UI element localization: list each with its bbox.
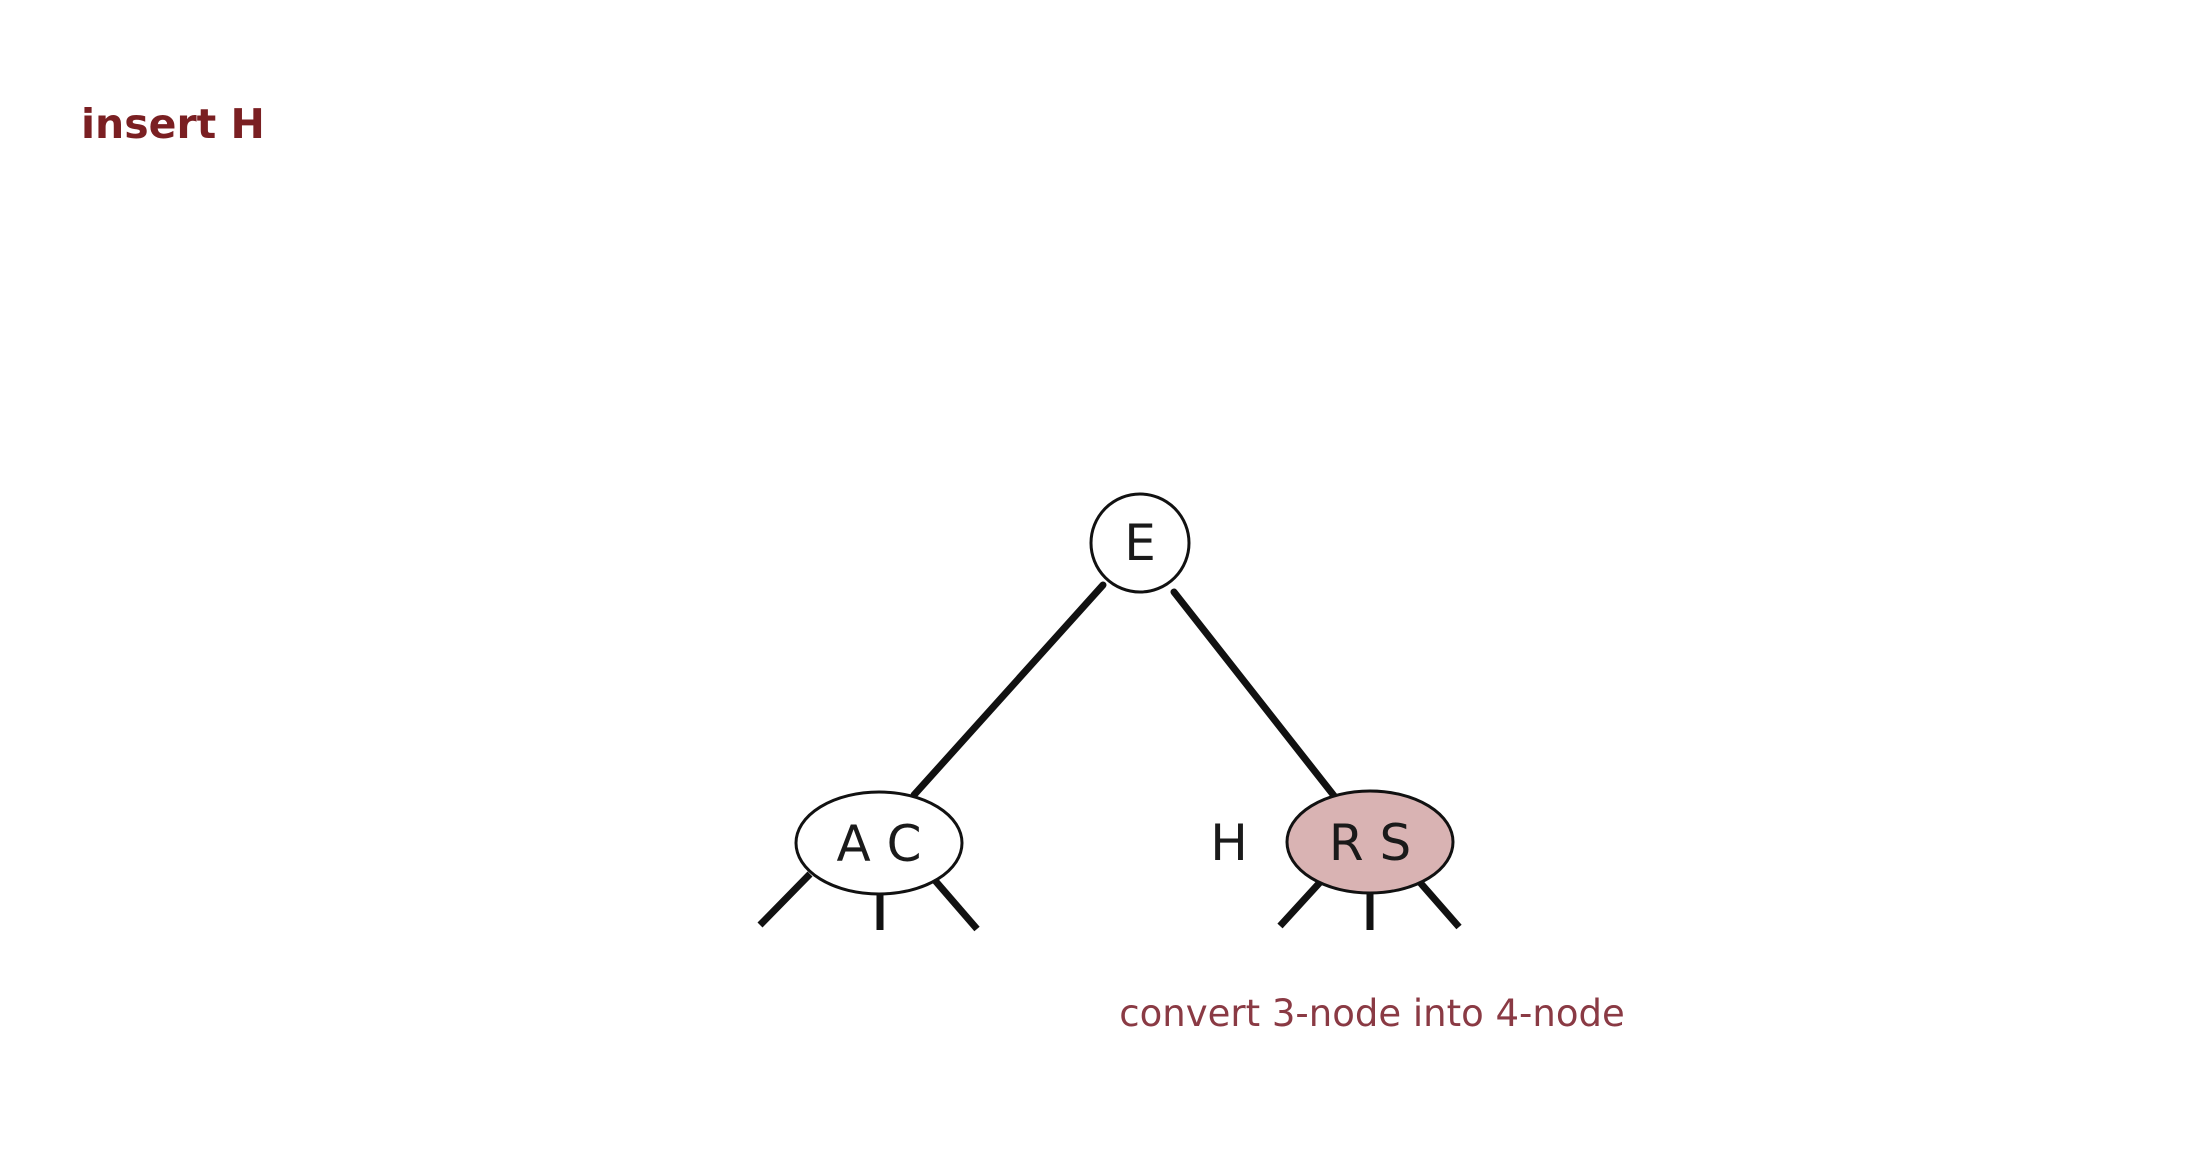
edge-left-child-3 [929, 874, 980, 932]
right-node: R S [1285, 789, 1455, 895]
step-caption: convert 3-node into 4-node [1119, 992, 1624, 1035]
edge-root-left [910, 581, 1107, 799]
edge-left-child-1 [757, 871, 813, 928]
step-title: insert H [81, 100, 265, 148]
edge-root-right [1170, 588, 1339, 801]
right-node-label: R S [1329, 814, 1411, 872]
left-node: A C [794, 790, 964, 896]
left-node-label: A C [836, 815, 921, 873]
inserted-key-label: H [1210, 814, 1248, 872]
edge-right-child-1 [1277, 876, 1326, 929]
root-node-label: E [1124, 514, 1156, 572]
edge-right-child-3 [1414, 876, 1462, 930]
root-node: E [1089, 492, 1191, 594]
